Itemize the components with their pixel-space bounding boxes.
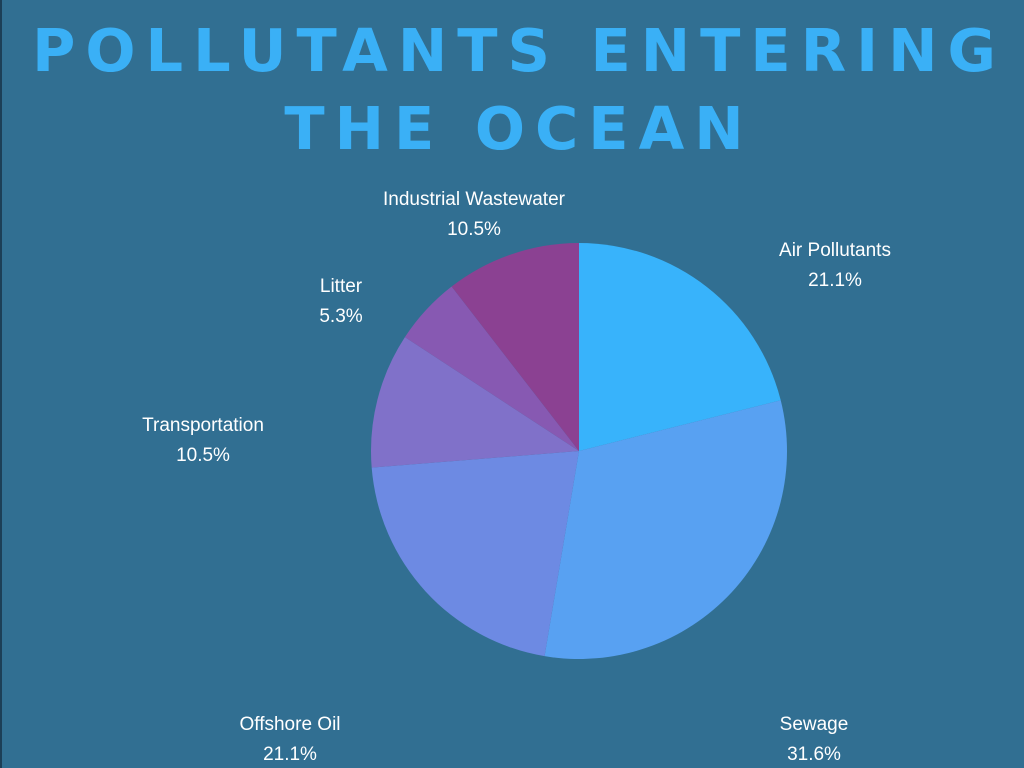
slice-value-transportation: 10.5% (176, 445, 230, 466)
slice-value-litter: 5.3% (319, 306, 362, 327)
slice-label-industrial-wastewater: Industrial Wastewater (383, 189, 566, 210)
slice-label-air-pollutants: Air Pollutants (779, 240, 891, 261)
slice-value-air-pollutants: 21.1% (808, 270, 862, 291)
pie-slice-offshore-oil (371, 451, 579, 657)
slice-value-offshore-oil: 21.1% (263, 744, 317, 765)
pie-slice-litter (404, 286, 579, 451)
slice-value-sewage: 31.6% (787, 744, 841, 765)
pie-slice-air-pollutants (579, 243, 781, 451)
pie-slices (371, 242, 788, 660)
pie-slice-transportation (371, 337, 579, 468)
slice-value-industrial-wastewater: 10.5% (447, 219, 501, 240)
slice-label-sewage: Sewage (780, 714, 849, 735)
slice-label-transportation: Transportation (142, 415, 264, 436)
chart-title: POLLUTANTS ENTERING THE OCEAN (32, 16, 1006, 163)
pie-slice-sewage (544, 400, 788, 660)
slice-label-litter: Litter (320, 276, 363, 297)
pie-slice-industrial-wastewater (451, 242, 579, 451)
slice-label-offshore-oil: Offshore Oil (239, 714, 340, 735)
pie-labels: Air Pollutants 21.1% Sewage 31.6% Offshore O… (142, 189, 891, 765)
